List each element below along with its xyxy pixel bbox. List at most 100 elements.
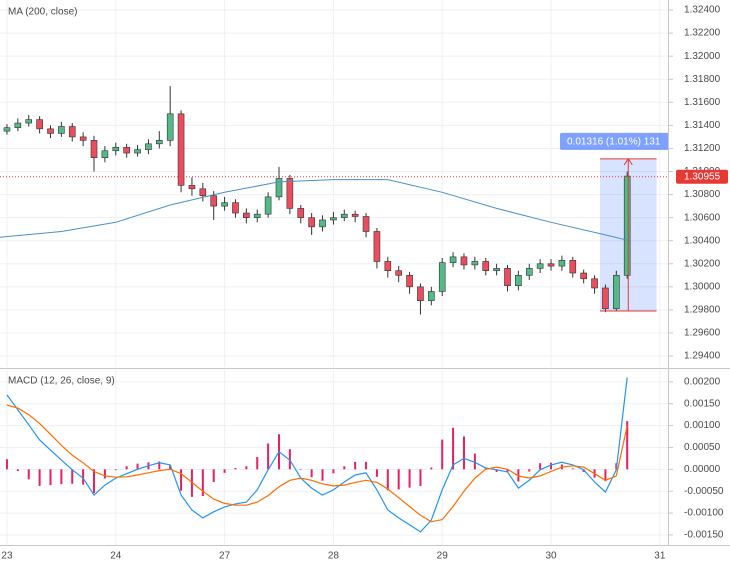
candle-body — [112, 146, 120, 152]
x-tick-label: 23 — [1, 551, 13, 562]
histogram-bar — [343, 466, 346, 470]
measure-label: 0.01316 (1.01%) 131 — [567, 136, 661, 147]
x-tick-label: 27 — [219, 551, 231, 562]
histogram-bar — [5, 459, 8, 470]
candle-body — [384, 261, 392, 271]
histogram-bar — [49, 469, 52, 486]
candle-body — [613, 275, 620, 310]
x-tick-label: 28 — [328, 551, 340, 562]
histogram-bar — [93, 469, 96, 493]
candle-body — [275, 178, 283, 198]
candle-body — [482, 261, 490, 271]
histogram-bar — [441, 439, 444, 470]
histogram-bar — [550, 462, 553, 470]
measure-label-box — [560, 132, 668, 150]
candle-body — [547, 263, 555, 267]
candle-body — [330, 217, 337, 221]
histogram-bar — [365, 461, 368, 470]
measure-arrow-head — [623, 157, 633, 166]
histogram-bar — [397, 469, 400, 490]
histogram-bar — [528, 469, 531, 472]
histogram-bar — [386, 469, 389, 491]
candle-body — [177, 113, 185, 186]
candle-body — [264, 196, 272, 215]
candle-body — [373, 231, 381, 262]
candle-body — [591, 278, 598, 289]
histogram-bar — [38, 469, 41, 486]
candle-body — [428, 291, 435, 301]
candle-body — [123, 146, 130, 154]
histogram-bar — [452, 427, 455, 470]
x-tick-label: 31 — [654, 551, 666, 562]
x-tick-label: 30 — [545, 551, 557, 562]
histogram-bar — [27, 469, 30, 480]
candle-body — [471, 261, 479, 266]
histogram-bar — [114, 469, 117, 471]
candle-body — [210, 195, 218, 207]
candle-body — [340, 213, 348, 218]
y-tick-label: 1.32400 — [684, 5, 721, 16]
candle-body — [36, 119, 43, 130]
y-tick-label: 1.30600 — [684, 212, 721, 223]
y-tick-label: -0.00100 — [684, 508, 724, 519]
candle-body — [558, 260, 566, 267]
histogram-bar — [375, 469, 378, 477]
y-tick-label: 1.31600 — [684, 97, 721, 108]
candle-body — [351, 213, 359, 217]
candle-body — [47, 128, 54, 134]
y-tick-label: 0.00200 — [684, 376, 721, 387]
candle-body — [25, 119, 33, 124]
candle-body — [90, 140, 98, 158]
histogram-bar — [234, 468, 237, 470]
candle-body — [286, 178, 294, 209]
candle-body — [134, 149, 141, 154]
histogram-bar — [430, 467, 433, 470]
histogram-bar — [495, 469, 498, 472]
candle-body — [395, 270, 402, 276]
candle-body — [14, 122, 22, 128]
y-tick-label: 1.31400 — [684, 120, 721, 131]
candle-body — [623, 175, 631, 276]
histogram-bar — [267, 443, 270, 470]
candle-body — [221, 202, 228, 207]
y-tick-label: 1.29600 — [684, 328, 721, 339]
x-tick-label: 24 — [110, 551, 122, 562]
candle-body — [515, 275, 522, 286]
histogram-bar — [408, 469, 411, 488]
y-tick-label: 0.00100 — [684, 420, 721, 431]
moving-average-line — [0, 179, 630, 242]
histogram-bar — [354, 461, 357, 470]
candle-body — [525, 268, 533, 276]
candle-body — [199, 188, 207, 197]
candle-body — [58, 126, 65, 134]
macd-legend: MACD (12, 26, close, 9) — [8, 376, 115, 387]
candle-body — [297, 208, 305, 218]
candle-body — [438, 262, 446, 292]
candle-body — [3, 127, 11, 132]
y-tick-label: 0.00000 — [684, 464, 721, 475]
signal-line — [6, 404, 628, 523]
histogram-bar — [484, 468, 487, 470]
histogram-bar — [571, 468, 574, 470]
histogram-bar — [604, 469, 607, 482]
plot-area: 0.01316 (1.01%) 131 — [0, 0, 668, 545]
histogram-bar — [310, 469, 313, 478]
candle-body — [68, 126, 76, 138]
candle-body — [602, 287, 609, 310]
histogram-bar — [136, 463, 139, 470]
x-tick-label: 29 — [437, 551, 449, 562]
histogram-bar — [125, 466, 128, 470]
histogram-bar — [103, 469, 106, 479]
candle-body — [406, 275, 413, 288]
y-tick-label: 1.30200 — [684, 258, 721, 269]
histogram-bar — [321, 469, 324, 481]
histogram-bar — [82, 469, 85, 485]
y-tick-label: 1.31800 — [684, 74, 721, 85]
histogram-bar — [60, 469, 63, 485]
ma-legend: MA (200, close) — [8, 7, 77, 18]
current-price-box — [676, 169, 728, 184]
macd-line — [6, 377, 628, 533]
histogram-bar — [419, 469, 422, 486]
y-tick-label: 1.29800 — [684, 305, 721, 316]
